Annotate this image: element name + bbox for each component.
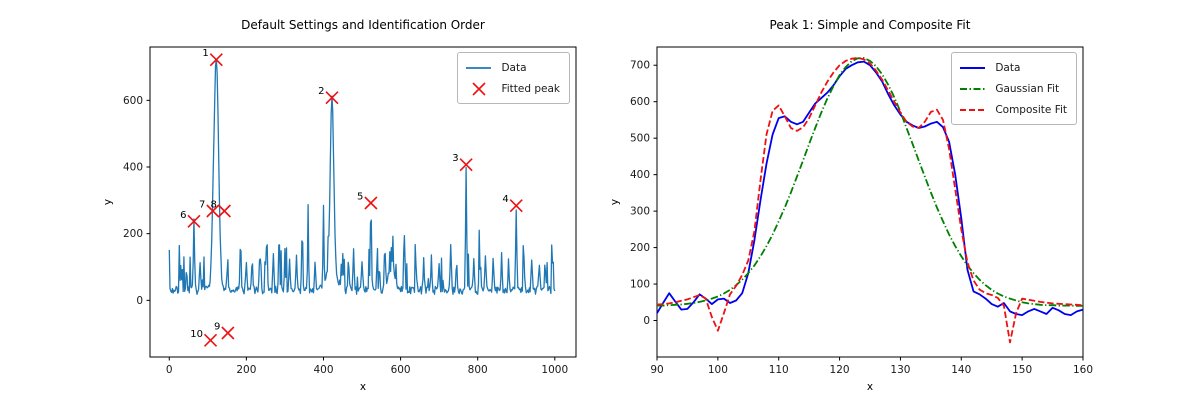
svg-text:0: 0 — [136, 295, 143, 307]
data-line-icon — [466, 66, 492, 69]
composite-fit-line-icon — [960, 108, 986, 111]
svg-text:130: 130 — [890, 364, 910, 376]
svg-text:10: 10 — [190, 329, 203, 340]
legend-entry-data: Data — [465, 57, 560, 78]
svg-text:6: 6 — [180, 210, 186, 221]
svg-text:300: 300 — [630, 206, 650, 218]
svg-text:150: 150 — [1012, 364, 1032, 376]
right-plot-canvas: 90 100 110 120 130 140 150 160 0 100 200 300 400 500 6… — [630, 46, 1093, 376]
svg-text:1: 1 — [202, 48, 208, 59]
legend-entry-data: Data — [959, 57, 1067, 78]
svg-text:160: 160 — [1073, 364, 1093, 376]
svg-text:100: 100 — [708, 364, 728, 376]
svg-text:90: 90 — [650, 364, 663, 376]
left-legend: Data Fitted peak — [457, 52, 570, 104]
svg-text:600: 600 — [630, 96, 650, 108]
svg-text:0: 0 — [166, 364, 173, 376]
fitted-peak-x-icon — [472, 81, 487, 96]
svg-text:140: 140 — [951, 364, 971, 376]
svg-text:800: 800 — [468, 364, 488, 376]
right-plot-title: Peak 1: Simple and Composite Fit — [769, 18, 971, 32]
svg-text:200: 200 — [236, 364, 256, 376]
data-line-icon — [960, 66, 986, 69]
legend-label: Gaussian Fit — [995, 82, 1060, 95]
left-xaxis-label: x — [359, 381, 367, 393]
svg-text:400: 400 — [313, 364, 333, 376]
legend-entry-fitted-peak: Fitted peak — [465, 78, 560, 99]
left-yaxis-label: y — [102, 198, 114, 206]
svg-text:500: 500 — [630, 133, 650, 145]
legend-label: Composite Fit — [995, 103, 1067, 116]
svg-text:700: 700 — [630, 60, 650, 72]
right-plot: Peak 1: Simple and Composite Fit 90 100 11… — [609, 18, 1093, 393]
legend-entry-composite-fit: Composite Fit — [959, 99, 1067, 120]
legend-entry-gaussian-fit: Gaussian Fit — [959, 78, 1067, 99]
svg-text:0: 0 — [643, 315, 650, 327]
svg-text:4: 4 — [502, 194, 508, 205]
svg-text:120: 120 — [830, 364, 850, 376]
svg-text:400: 400 — [123, 162, 143, 174]
svg-text:7: 7 — [199, 200, 205, 211]
svg-text:600: 600 — [123, 95, 143, 107]
left-plot-title: Default Settings and Identification Orde… — [241, 18, 485, 32]
legend-label: Fitted peak — [501, 82, 560, 95]
right-xaxis-label: x — [866, 381, 874, 393]
svg-text:200: 200 — [630, 242, 650, 254]
svg-text:1000: 1000 — [541, 364, 568, 376]
gaussian-fit-line-icon — [960, 87, 986, 90]
legend-label: Data — [501, 61, 527, 74]
svg-text:110: 110 — [769, 364, 789, 376]
svg-text:5: 5 — [357, 192, 363, 203]
svg-text:9: 9 — [214, 322, 220, 333]
svg-text:3: 3 — [452, 153, 458, 164]
left-plot-canvas: 0 200 400 600 800 1000 0 200 400 600 1 2 3 4 5 6 7 8 9 10 — [123, 46, 577, 376]
right-legend: Data Gaussian Fit Composite Fit — [951, 52, 1077, 125]
svg-text:600: 600 — [391, 364, 411, 376]
svg-text:400: 400 — [630, 169, 650, 181]
svg-text:200: 200 — [123, 228, 143, 240]
svg-text:2: 2 — [318, 86, 324, 97]
svg-text:100: 100 — [630, 279, 650, 291]
svg-text:8: 8 — [211, 200, 217, 211]
legend-label: Data — [995, 61, 1021, 74]
right-yaxis-label: y — [609, 198, 621, 206]
left-plot: Default Settings and Identification Orde… — [102, 18, 577, 393]
